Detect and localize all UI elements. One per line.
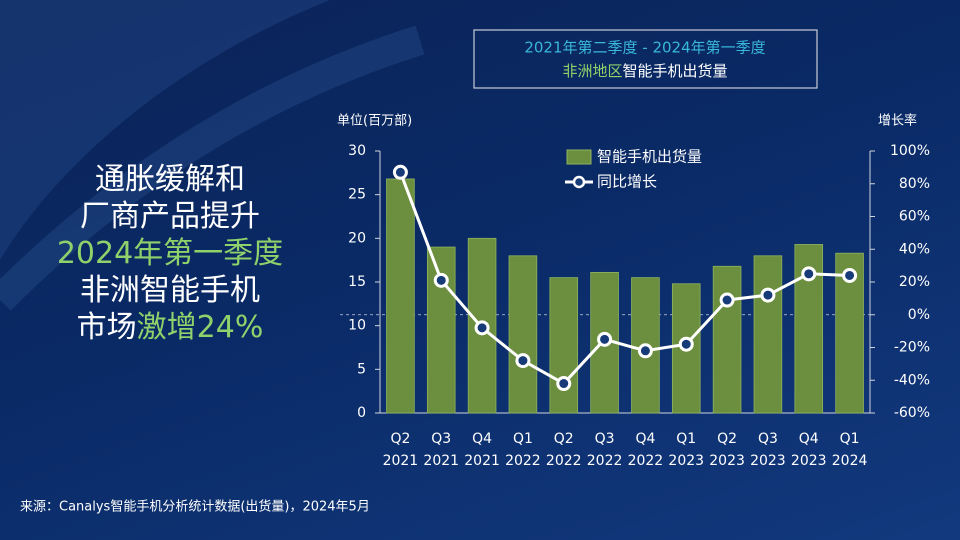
headline-line: 厂商产品提升 bbox=[80, 199, 260, 234]
y2-tick-label: 20% bbox=[899, 274, 930, 290]
y-tick-label: 25 bbox=[348, 187, 366, 203]
y-tick-label: 10 bbox=[348, 318, 366, 334]
marker bbox=[760, 287, 776, 303]
marker bbox=[597, 331, 613, 347]
x-tick-label: Q4 2023 bbox=[790, 431, 827, 469]
headline-line: 2024年第一季度 bbox=[57, 236, 283, 271]
y2-tick-label: 60% bbox=[899, 209, 930, 225]
title-rest: 智能手机出货量 bbox=[623, 62, 728, 80]
x-tick-label: Q3 2023 bbox=[750, 431, 786, 469]
headline-segment: 厂商产品提升 bbox=[80, 199, 260, 234]
bar bbox=[549, 277, 579, 414]
marker bbox=[801, 266, 817, 282]
bar bbox=[712, 265, 742, 414]
title-box bbox=[473, 29, 818, 89]
headline-line: 市场激增24% bbox=[77, 310, 264, 345]
x-tick-label: Q4 2021 bbox=[464, 431, 500, 469]
y2-tick-label: 80% bbox=[899, 176, 930, 192]
marker bbox=[842, 267, 858, 283]
title-line2: 非洲地区智能手机出货量 bbox=[562, 62, 727, 80]
y-tick-label: 20 bbox=[348, 230, 366, 246]
marker bbox=[515, 353, 531, 369]
marker bbox=[556, 376, 572, 392]
y2-tick-label: -20% bbox=[894, 340, 930, 356]
legend-swatch bbox=[566, 149, 592, 165]
background-swoosh bbox=[0, 0, 330, 260]
legend-swatch bbox=[572, 175, 586, 189]
x-tick-label: Q3 2021 bbox=[423, 431, 460, 469]
x-tick-label: Q1 2022 bbox=[505, 431, 541, 469]
legend-label: 同比增长 bbox=[597, 173, 657, 191]
headline-segment: 市场 bbox=[77, 310, 137, 345]
x-tick-label: Q2 2023 bbox=[709, 431, 745, 469]
y-tick-label: 15 bbox=[348, 274, 366, 290]
background-swoosh bbox=[0, 25, 425, 311]
headline-segment: 激增24% bbox=[137, 310, 264, 345]
bar bbox=[426, 246, 456, 414]
y2-tick-label: -40% bbox=[894, 372, 930, 388]
x-tick-label: Q4 2022 bbox=[627, 431, 664, 469]
title-line1: 2021年第二季度 - 2024年第一季度 bbox=[524, 39, 765, 57]
y2-tick-label: 0% bbox=[908, 307, 930, 323]
line bbox=[399, 171, 850, 386]
bar bbox=[753, 255, 783, 414]
y2-tick-label: 40% bbox=[899, 241, 930, 257]
headline-segment: 通胀缓解和 bbox=[95, 162, 245, 197]
marker bbox=[678, 336, 694, 352]
x-tick-label: Q1 2023 bbox=[668, 431, 705, 469]
marker bbox=[433, 272, 449, 288]
marker bbox=[637, 343, 653, 359]
marker bbox=[392, 164, 408, 180]
headline-segment: 非洲智能手机 bbox=[80, 273, 260, 308]
y-axis-label: 单位(百万部) bbox=[337, 114, 412, 129]
x-tick-label: Q2 2022 bbox=[545, 431, 582, 469]
headline-line: 通胀缓解和 bbox=[95, 162, 245, 197]
bar bbox=[508, 255, 538, 414]
y2-tick-label: 100% bbox=[890, 143, 930, 159]
marker bbox=[474, 320, 490, 336]
y-tick-label: 0 bbox=[357, 405, 366, 421]
marker bbox=[719, 292, 735, 308]
headline-line: 非洲智能手机 bbox=[80, 273, 260, 308]
bar bbox=[386, 178, 415, 414]
y2-axis-label: 增长率 bbox=[878, 113, 917, 129]
headline-segment: 2024年第一季度 bbox=[57, 236, 283, 271]
x-tick-label: Q3 2022 bbox=[586, 431, 623, 469]
y2-tick-label: -60% bbox=[894, 405, 930, 421]
source: 来源：Canalys智能手机分析统计数据(出货量)，2024年5月 bbox=[20, 499, 370, 515]
legend-label: 智能手机出货量 bbox=[597, 148, 702, 166]
y-tick-label: 5 bbox=[357, 361, 366, 377]
y-tick-label: 30 bbox=[348, 143, 366, 159]
x-tick-label: Q2 2021 bbox=[382, 431, 419, 469]
x-tick-label: Q1 2024 bbox=[831, 431, 868, 469]
title-highlight: 非洲地区 bbox=[562, 62, 622, 80]
